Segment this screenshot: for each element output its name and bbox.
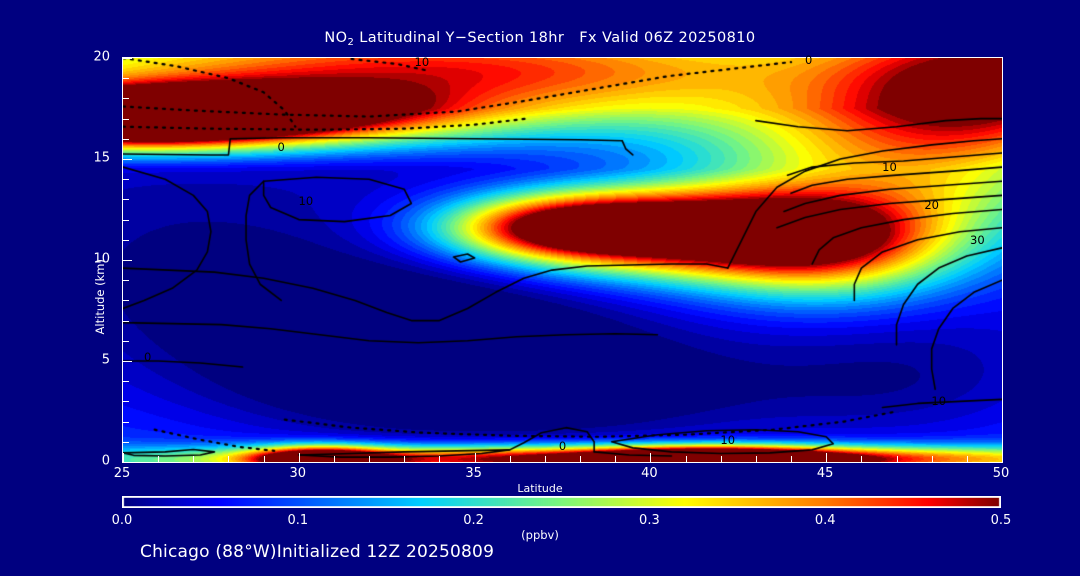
colorbar-tick-label: 0.5 <box>990 513 1012 528</box>
y-axis-minor-tick <box>123 239 129 241</box>
plot-area: 10 0 0 10 10 20 30 0 0 10 10 <box>122 53 1003 463</box>
y-axis-minor-tick <box>123 381 129 383</box>
colorbar-tick-label: 0.1 <box>287 513 309 528</box>
x-axis-tick-label: 50 <box>992 466 1010 481</box>
y-axis-minor-tick <box>123 441 129 443</box>
figure-caption: Chicago (88°W)Initialized 12Z 20250809 <box>140 542 495 562</box>
colorbar-tick-label: 0.4 <box>814 513 836 528</box>
x-axis-minor-tick <box>931 456 933 462</box>
y-axis-minor-tick <box>123 78 129 80</box>
y-axis-major-tick <box>123 159 132 160</box>
x-axis-minor-tick <box>263 456 265 462</box>
y-axis-minor-tick <box>123 138 129 140</box>
y-axis-minor-tick <box>123 98 129 100</box>
colorbar-unit: (ppbv) <box>521 528 559 542</box>
x-axis-minor-tick <box>580 456 582 462</box>
x-axis-minor-tick <box>369 456 371 462</box>
x-axis-tick-label: 45 <box>816 466 834 481</box>
contour-label: 10 <box>298 194 314 209</box>
x-axis-major-tick <box>474 453 476 462</box>
contour-overlay <box>123 58 1002 462</box>
colorbar-tick-label: 0.0 <box>111 513 133 528</box>
contour-label: 30 <box>970 232 985 247</box>
x-axis-minor-tick <box>615 456 617 462</box>
x-axis-minor-tick <box>896 456 898 462</box>
y-axis-major-tick <box>123 260 132 261</box>
x-axis-minor-tick <box>193 456 195 462</box>
y-axis-minor-tick <box>123 401 129 403</box>
x-axis-minor-tick <box>158 456 160 462</box>
x-axis-minor-tick <box>791 456 793 462</box>
contour-label: 10 <box>414 55 430 70</box>
x-axis-major-tick <box>123 453 124 462</box>
y-axis-major-tick <box>123 462 132 463</box>
y-axis-tick-label: 0 <box>101 453 110 469</box>
x-axis-minor-tick <box>544 456 546 462</box>
x-axis-major-tick <box>650 453 652 462</box>
contour-label: 10 <box>720 432 736 447</box>
contour-label: 0 <box>804 53 813 68</box>
x-axis-minor-tick <box>333 456 335 462</box>
contour-label: 0 <box>277 139 285 154</box>
x-axis-minor-tick <box>404 456 406 462</box>
title-species: NO <box>324 30 348 46</box>
contour-label: 0 <box>143 349 152 364</box>
x-axis-minor-tick <box>228 456 230 462</box>
x-axis-tick-label: 40 <box>641 466 658 481</box>
contour-label: 0 <box>558 438 567 453</box>
x-axis-major-tick <box>826 453 828 462</box>
y-axis-major-tick <box>123 361 132 362</box>
y-axis-tick-label: 15 <box>93 150 110 166</box>
colorbar-tick-label: 0.2 <box>463 513 484 528</box>
y-axis-major-tick <box>123 58 132 59</box>
colorbar-tick-label: 0.3 <box>639 513 660 528</box>
contour-label: 10 <box>882 160 897 175</box>
x-axis-minor-tick <box>966 456 968 462</box>
colorbar-gradient <box>122 496 1001 508</box>
contour-label: 20 <box>924 198 939 213</box>
x-axis-minor-tick <box>509 456 511 462</box>
y-axis-title: Altitude (km) <box>93 259 107 335</box>
y-axis-minor-tick <box>123 179 129 181</box>
y-axis-minor-tick <box>123 118 129 120</box>
x-axis-tick-label: 25 <box>113 466 131 481</box>
y-axis-minor-tick <box>123 280 129 282</box>
title-rest: Latitudinal Y−Section 18hr Fx Valid 06Z … <box>354 30 756 46</box>
x-axis-major-tick <box>1002 453 1003 462</box>
x-axis-minor-tick <box>720 456 722 462</box>
figure-title: NO2 Latitudinal Y−Section 18hr Fx Valid … <box>0 30 1080 48</box>
contour-label: 10 <box>931 394 947 409</box>
y-axis-tick-label: 10 <box>93 251 110 267</box>
x-axis-minor-tick <box>685 456 687 462</box>
colorbar <box>122 496 1001 508</box>
x-axis-minor-tick <box>755 456 757 462</box>
y-axis-tick-label: 5 <box>101 352 110 368</box>
y-axis-minor-tick <box>123 199 129 201</box>
y-axis-tick-label: 20 <box>93 49 110 65</box>
y-axis-minor-tick <box>123 340 129 342</box>
x-axis-tick-label: 35 <box>465 466 482 481</box>
y-axis-minor-tick <box>123 300 129 302</box>
x-axis-major-tick <box>298 453 300 462</box>
x-axis-tick-label: 30 <box>289 466 307 481</box>
x-axis-minor-tick <box>439 456 441 462</box>
title-subscript: 2 <box>347 37 355 48</box>
y-axis-minor-tick <box>123 219 129 221</box>
y-axis-minor-tick <box>123 320 129 322</box>
x-axis-minor-tick <box>861 456 863 462</box>
y-axis-minor-tick <box>123 421 129 423</box>
x-axis-title: Latitude <box>517 482 563 495</box>
